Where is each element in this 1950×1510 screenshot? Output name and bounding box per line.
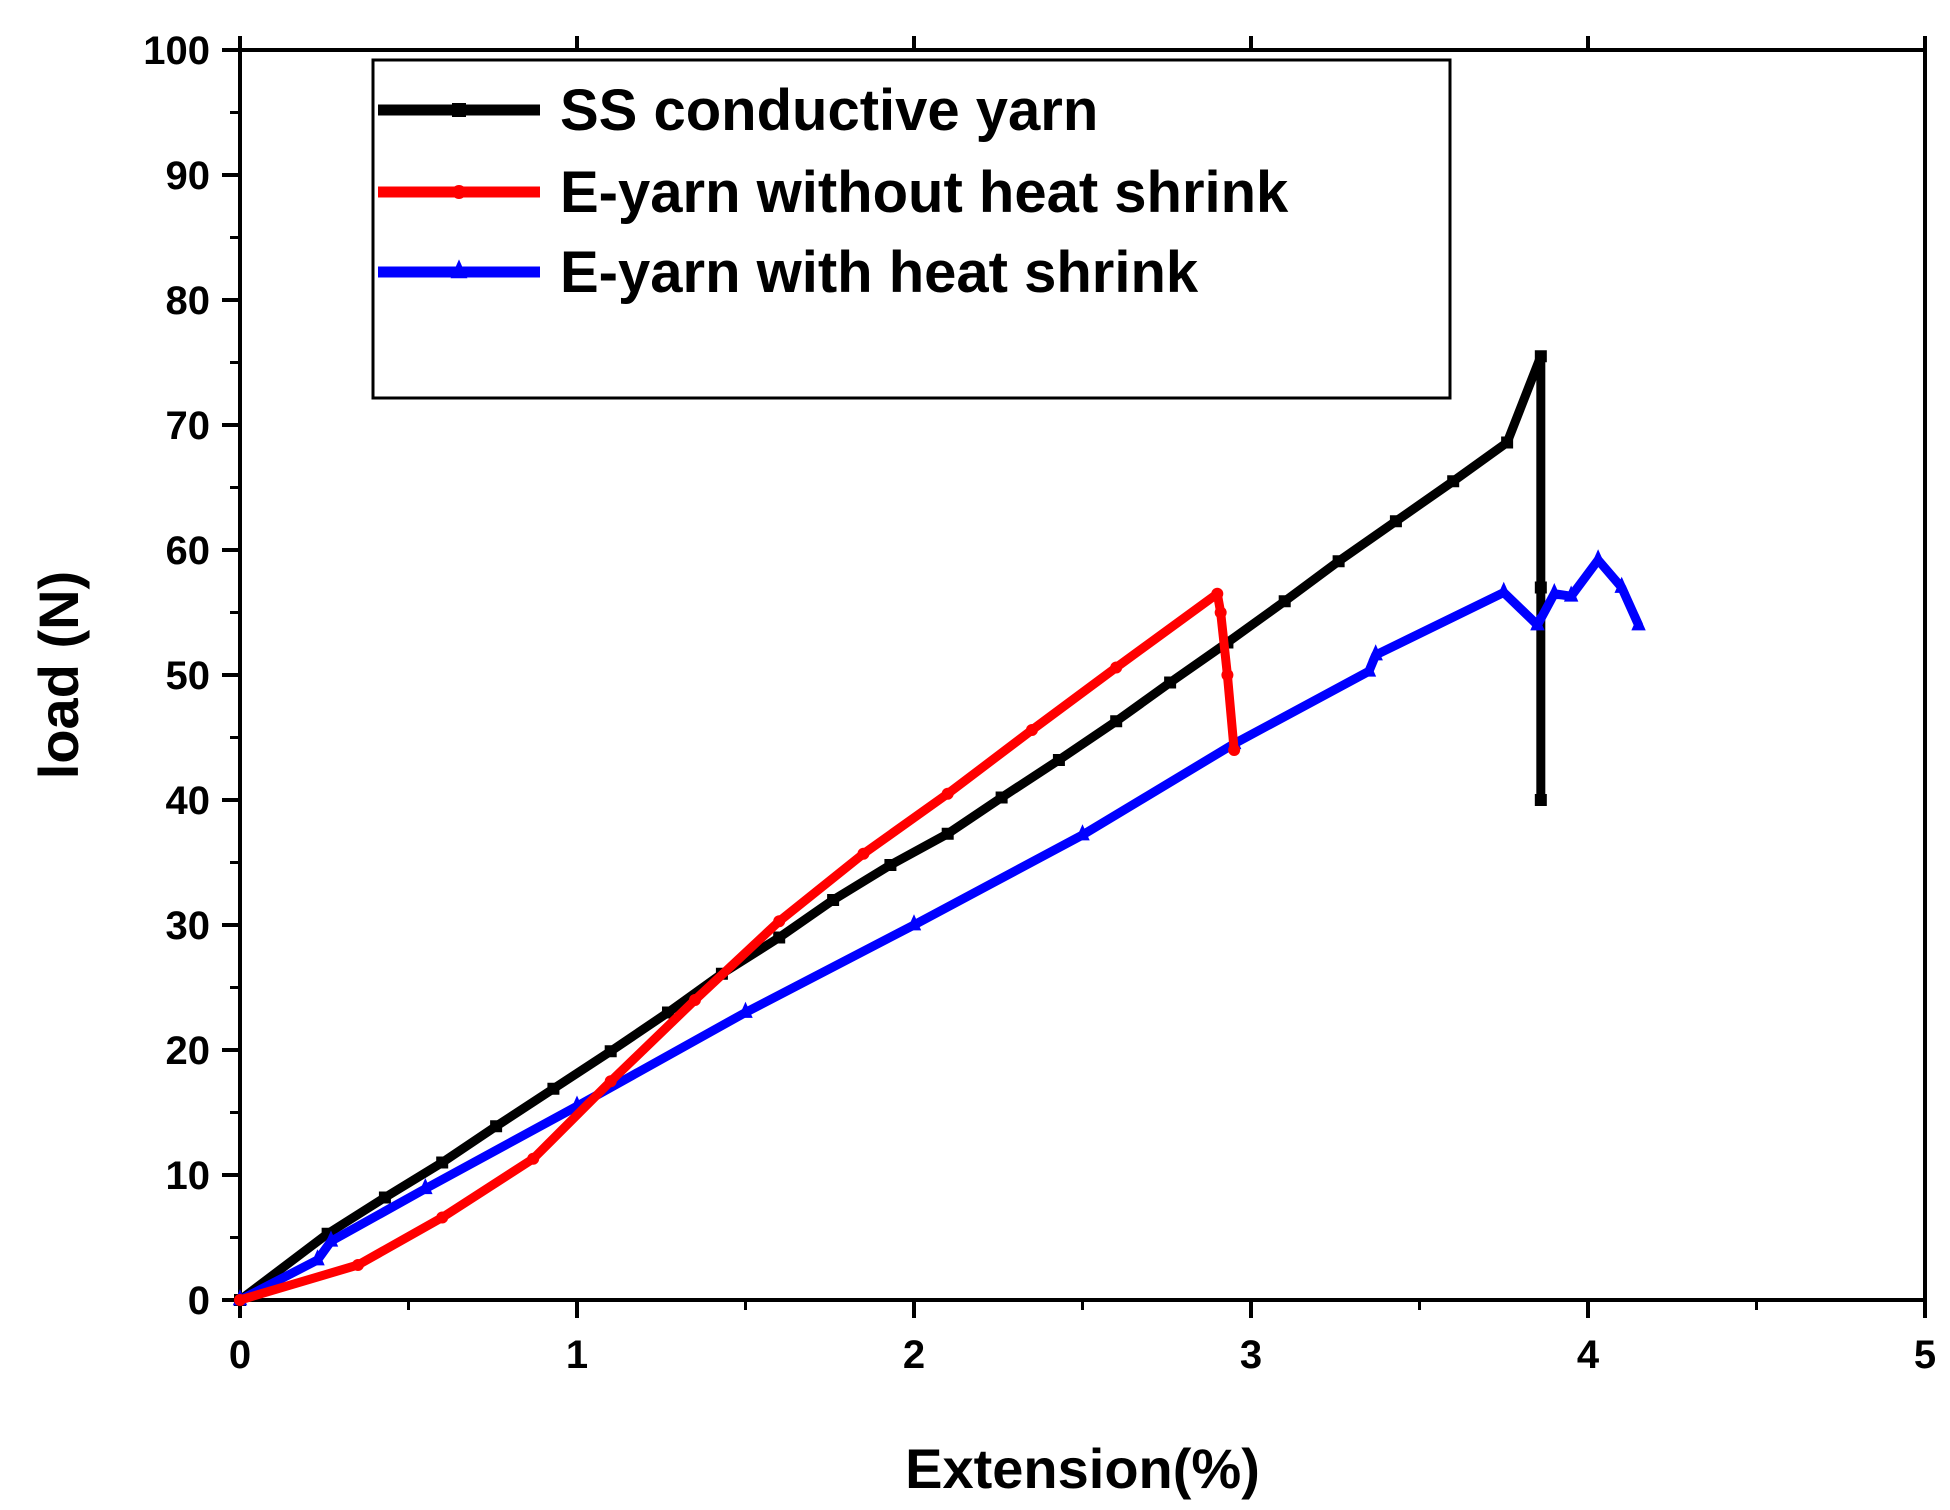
series-e-yarn-with-heat-shrink bbox=[232, 549, 1646, 1306]
data-point bbox=[1534, 350, 1547, 363]
x-tick-label: 3 bbox=[1240, 1333, 1262, 1377]
data-point bbox=[1631, 614, 1646, 631]
data-point bbox=[1361, 660, 1377, 677]
y-tick-label: 60 bbox=[166, 529, 211, 573]
data-point bbox=[450, 259, 468, 279]
data-point bbox=[1075, 824, 1090, 841]
x-tick-label: 2 bbox=[903, 1333, 925, 1377]
data-point bbox=[857, 847, 870, 860]
data-point bbox=[452, 103, 466, 117]
y-axis-ticks: 0 10 20 30 40 50 60 70 80 90 100 bbox=[143, 29, 240, 1323]
x-tick-label: 0 bbox=[229, 1333, 251, 1377]
data-point bbox=[310, 1249, 325, 1266]
data-point bbox=[1496, 581, 1511, 598]
series-line bbox=[235, 555, 1644, 1305]
data-point bbox=[604, 1045, 617, 1058]
data-point bbox=[941, 787, 954, 800]
data-point bbox=[827, 894, 840, 906]
legend-item: E-yarn with heat shrink bbox=[378, 240, 1199, 305]
data-point bbox=[436, 1211, 449, 1224]
legend-label: SS conductive yarn bbox=[560, 78, 1098, 143]
data-point bbox=[1534, 581, 1547, 594]
legend-box bbox=[371, 58, 1452, 400]
x-tick-label: 1 bbox=[566, 1333, 588, 1377]
data-point bbox=[1501, 436, 1514, 449]
data-point bbox=[378, 1191, 391, 1204]
data-point bbox=[436, 1156, 449, 1169]
legend-item: E-yarn without heat shrink bbox=[378, 160, 1289, 225]
data-point bbox=[1278, 595, 1291, 608]
data-point bbox=[1110, 661, 1123, 674]
series-ss-conductive-yarn bbox=[234, 350, 1547, 1306]
data-point bbox=[1025, 724, 1038, 736]
data-point bbox=[773, 915, 786, 928]
y-tick-label: 10 bbox=[166, 1154, 211, 1198]
data-point bbox=[884, 859, 897, 871]
data-point bbox=[1547, 582, 1562, 600]
data-point bbox=[1563, 585, 1579, 602]
series-line bbox=[235, 351, 1546, 1305]
data-point bbox=[906, 914, 922, 931]
legend-label: E-yarn without heat shrink bbox=[560, 160, 1289, 225]
data-point bbox=[1332, 555, 1345, 568]
data-point bbox=[1614, 576, 1629, 593]
data-point bbox=[738, 1001, 753, 1018]
x-axis-ticks: 0 1 2 3 4 5 bbox=[229, 36, 1936, 1377]
data-point bbox=[1211, 587, 1224, 600]
data-point bbox=[323, 1230, 339, 1247]
data-point bbox=[1110, 715, 1123, 728]
y-tick-label: 80 bbox=[166, 279, 211, 323]
data-point bbox=[688, 994, 701, 1006]
legend: SS conductive yarn E-yarn without heat sh… bbox=[371, 58, 1452, 400]
data-point bbox=[1389, 515, 1402, 528]
legend-label: E-yarn with heat shrink bbox=[560, 240, 1199, 305]
y-tick-label: 90 bbox=[166, 154, 211, 198]
data-point bbox=[995, 791, 1008, 804]
data-point bbox=[1214, 606, 1227, 619]
data-point bbox=[1534, 794, 1547, 806]
data-point bbox=[1447, 475, 1460, 488]
x-tick-label: 4 bbox=[1577, 1333, 1600, 1377]
data-point bbox=[547, 1082, 560, 1095]
data-point bbox=[1368, 644, 1383, 661]
y-tick-label: 100 bbox=[143, 29, 210, 73]
data-point bbox=[773, 931, 786, 944]
data-point bbox=[1221, 669, 1234, 681]
x-axis-title: Extension(%) bbox=[905, 1437, 1260, 1500]
data-point bbox=[661, 1006, 674, 1019]
y-tick-label: 50 bbox=[166, 654, 211, 698]
y-tick-label: 30 bbox=[166, 904, 211, 948]
data-point bbox=[452, 185, 466, 199]
data-point bbox=[418, 1177, 433, 1195]
y-axis-title: load (N) bbox=[27, 571, 90, 779]
data-point bbox=[490, 1120, 503, 1133]
series-e-yarn-without-heat-shrink bbox=[234, 587, 1241, 1306]
y-tick-label: 0 bbox=[188, 1279, 210, 1323]
data-point bbox=[941, 827, 954, 840]
data-point bbox=[1228, 744, 1241, 756]
data-point bbox=[351, 1259, 364, 1271]
data-point bbox=[1590, 549, 1606, 566]
y-tick-label: 70 bbox=[166, 404, 211, 448]
series-layer bbox=[232, 350, 1646, 1306]
y-tick-label: 40 bbox=[166, 779, 211, 823]
data-point bbox=[1164, 676, 1177, 689]
data-point bbox=[527, 1152, 540, 1165]
data-point bbox=[1052, 754, 1065, 766]
data-point bbox=[234, 1294, 246, 1306]
legend-item: SS conductive yarn bbox=[378, 78, 1098, 143]
y-tick-label: 20 bbox=[166, 1029, 211, 1073]
data-point bbox=[604, 1075, 617, 1088]
x-tick-label: 5 bbox=[1914, 1333, 1936, 1377]
data-point bbox=[1530, 614, 1545, 631]
